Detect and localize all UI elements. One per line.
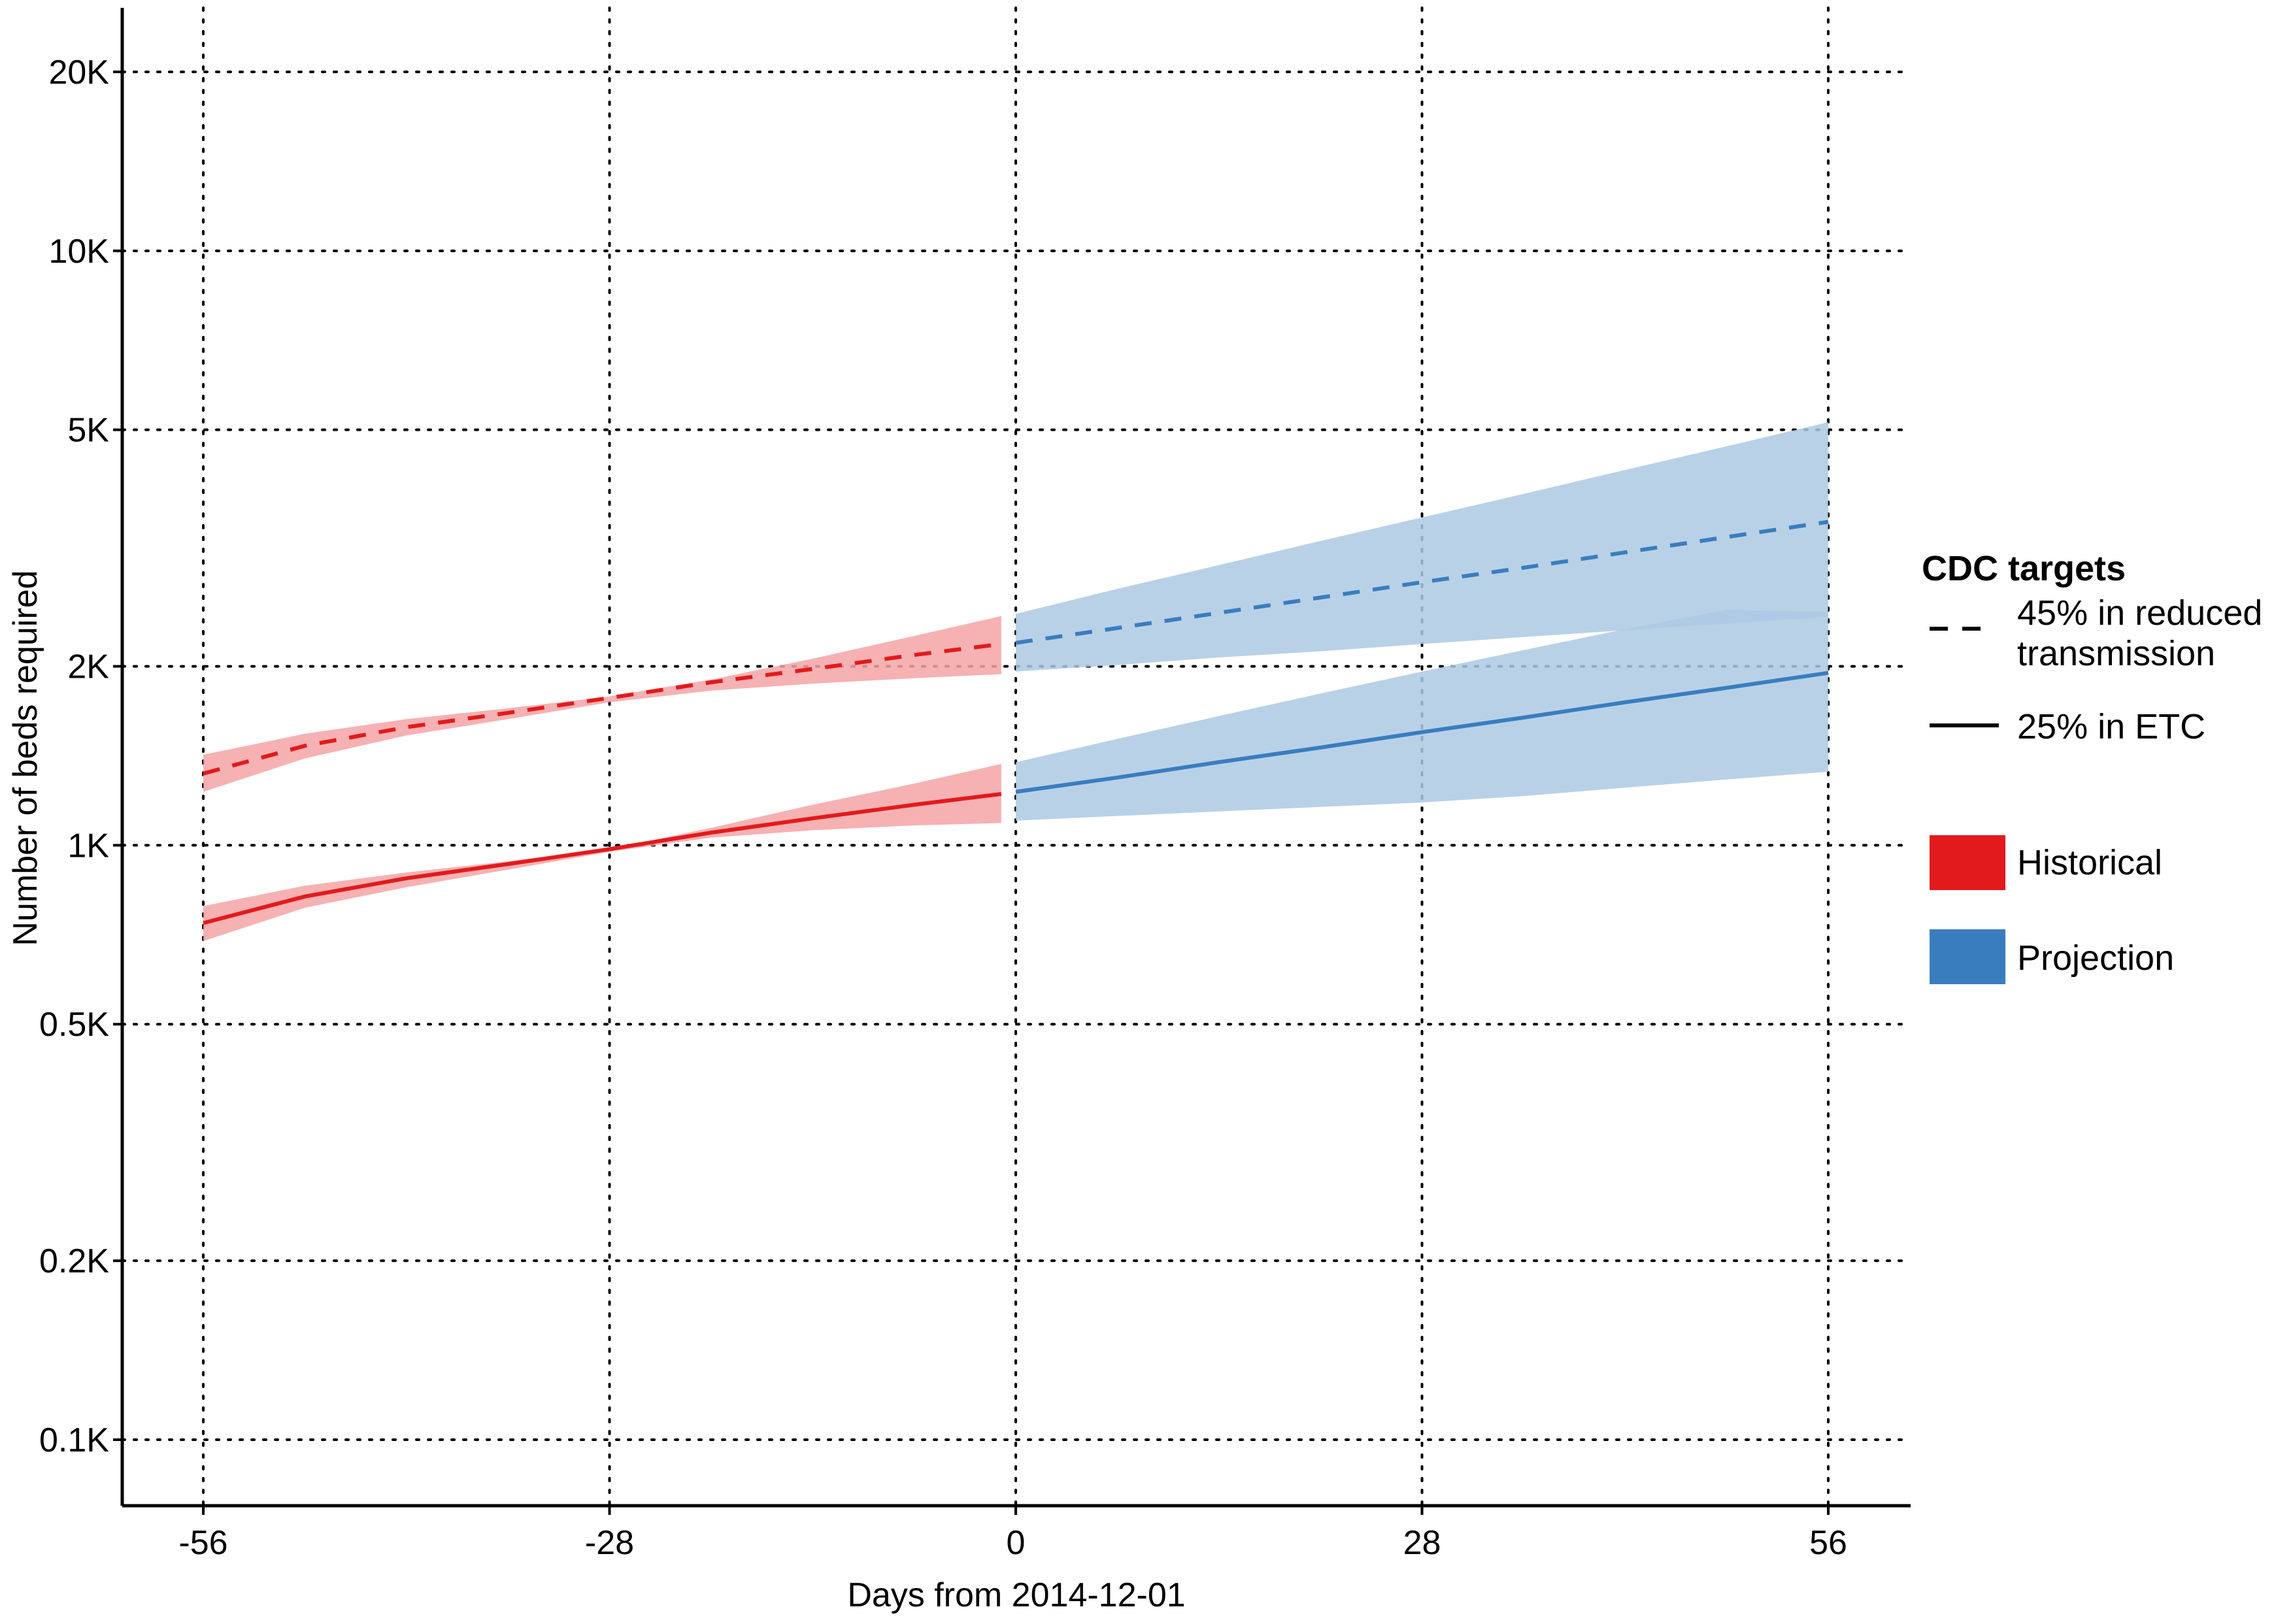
x-tick-labels: -56 -28 0 28 56 [178, 1506, 1847, 1562]
legend-title: CDC targets [1922, 549, 2126, 588]
line-projection-etc [1015, 671, 1829, 794]
y-tick-label: 0.1K [39, 1421, 109, 1459]
y-tick-label: 20K [48, 54, 109, 91]
band-projection-reduced-transmission [1016, 422, 1828, 672]
x-tick-label: 28 [1403, 1524, 1441, 1562]
x-tick-label: -28 [585, 1524, 634, 1562]
legend-solid-label: 25% in ETC [2017, 707, 2205, 746]
series-lines [203, 520, 1829, 925]
x-axis-title: Days from 2014-12-01 [847, 1576, 1185, 1614]
legend-projection-swatch [1930, 929, 2005, 984]
x-tick-label: 56 [1809, 1524, 1847, 1562]
x-tick-label: -56 [178, 1524, 227, 1562]
x-tick-label: 0 [1007, 1524, 1026, 1562]
band-historical-reduced-transmission [203, 616, 1001, 792]
band-historical-etc [203, 764, 1001, 941]
line-historical-etc [203, 791, 1002, 925]
y-tick-label: 2K [67, 648, 109, 686]
y-tick-label: 5K [67, 412, 109, 450]
y-tick-labels: 0.1K 0.2K 0.5K 1K 2K 5K 10K 20K [39, 54, 122, 1459]
confidence-bands [203, 422, 1828, 941]
y-axis-title: Number of beds required [7, 570, 44, 946]
y-tick-label: 10K [48, 233, 109, 271]
line-projection-reduced-transmission [1015, 520, 1829, 645]
legend-projection-label: Projection [2017, 938, 2174, 978]
legend-historical-label: Historical [2017, 843, 2162, 882]
band-projection-etc [1016, 610, 1828, 821]
legend-dashed-label-line2: transmission [2017, 634, 2215, 673]
legend-dashed-label-line1: 45% in reduced [2017, 593, 2262, 633]
y-tick-label: 0.2K [39, 1242, 109, 1280]
grid-lines [121, 7, 1912, 1507]
legend: CDC targets 45% in reduced transmission … [1922, 549, 2262, 984]
legend-historical-swatch [1930, 835, 2005, 890]
y-tick-label: 0.5K [39, 1006, 109, 1044]
y-tick-label: 1K [67, 827, 109, 865]
